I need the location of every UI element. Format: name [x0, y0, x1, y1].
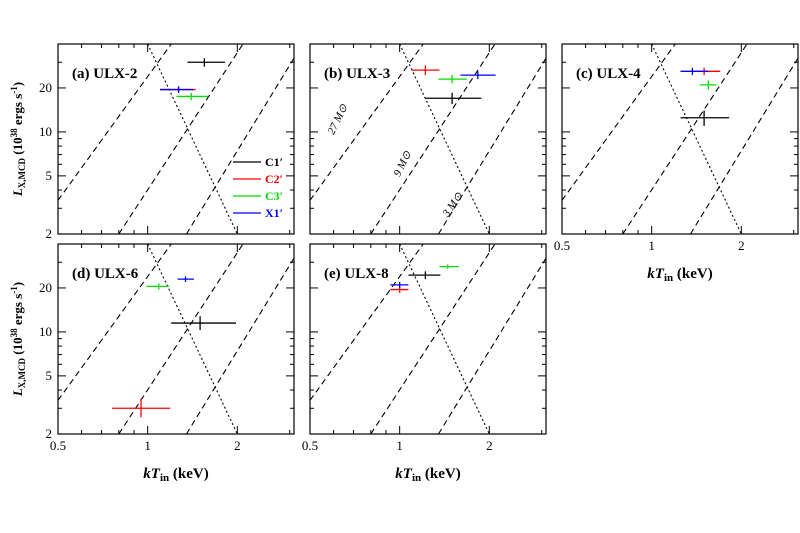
x-axis-label-unit: (keV): [673, 266, 713, 282]
panels-layer: (a) ULX-2 C1′ C2′ C3′ X1′ (b) ULX-3 27 M⊙ 9 M⊙ 3…: [57, 43, 799, 435]
panel: (d) ULX-6: [57, 243, 295, 435]
x-axis-label-main: kT: [143, 466, 161, 482]
y-axis-label-main: L: [10, 188, 25, 197]
mass-line: [438, 57, 546, 234]
panel: (c) ULX-4: [561, 43, 799, 235]
x-axis-label: kTin (keV): [647, 266, 712, 284]
x-axis-label-sub: in: [412, 472, 421, 484]
y-axis-label-exp: 38: [9, 128, 19, 138]
y-axis-label: LX,MCD (1038 ergs s-1): [9, 282, 27, 397]
y-axis-label-sub: X,MCD: [17, 157, 27, 188]
mass-line: [118, 244, 244, 434]
plot-area: [58, 244, 294, 434]
panel-label: (b) ULX-3: [324, 66, 390, 82]
x-tick-label: 1: [648, 238, 655, 253]
legend-label: C3′: [265, 189, 283, 203]
cutoff-line: [147, 44, 238, 234]
x-tick-label: 0.5: [554, 238, 570, 253]
panel-label: (c) ULX-4: [576, 66, 641, 82]
panel-label: (e) ULX-8: [324, 266, 389, 282]
mass-line-label: 9 M⊙: [392, 149, 415, 179]
x-tick-label: 1: [144, 438, 151, 453]
x-tick-label: 0.5: [302, 438, 318, 453]
mass-line: [622, 44, 748, 234]
x-axis-label-main: kT: [395, 466, 413, 482]
y-tick-label: 10: [39, 324, 52, 339]
y-tick-label: 20: [39, 80, 52, 95]
panel: (e) ULX-8: [309, 243, 547, 435]
panel-label: (d) ULX-6: [72, 266, 139, 282]
panel: (b) ULX-3 27 M⊙ 9 M⊙ 3 M⊙: [309, 43, 547, 235]
y-axis-label-tail: ergs s: [10, 94, 25, 129]
x-axis-label-main: kT: [647, 266, 665, 282]
mass-line: [562, 44, 676, 201]
mass-line: [310, 44, 424, 201]
panel: (a) ULX-2 C1′ C2′ C3′ X1′: [57, 43, 295, 235]
y-tick-label: 2: [46, 226, 53, 241]
y-axis-label-main: L: [10, 388, 25, 397]
mass-line: [370, 244, 496, 434]
mass-line: [690, 57, 798, 234]
x-axis-label-sub: in: [160, 472, 169, 484]
x-tick-label: 2: [486, 438, 493, 453]
mass-line: [58, 244, 172, 401]
x-tick-label: 2: [738, 238, 745, 253]
x-axis-label-unit: (keV): [169, 466, 209, 482]
y-axis-label: LX,MCD (1038 ergs s-1): [9, 82, 27, 197]
x-tick-label: 0.5: [50, 438, 66, 453]
x-axis-label: kTin (keV): [143, 466, 208, 484]
legend-label: X1′: [265, 206, 283, 220]
plot-area: [58, 44, 294, 234]
y-axis-label-sub: X,MCD: [17, 357, 27, 388]
mass-line: [310, 244, 424, 401]
x-axis-label-sub: in: [664, 272, 673, 284]
y-tick-label: 5: [46, 168, 53, 183]
y-axis-label-tail-exp: -1: [9, 286, 19, 294]
panel-label: (a) ULX-2: [72, 66, 137, 82]
cutoff-line: [651, 44, 742, 234]
y-tick-label: 2: [46, 426, 53, 441]
y-axis-label-close: ): [10, 282, 25, 286]
mass-line: [118, 44, 244, 234]
plot-area: [310, 44, 546, 234]
y-axis-label-unit: (10: [10, 337, 25, 358]
mass-line-label: 27 M⊙: [325, 102, 350, 137]
y-axis-label-exp: 38: [9, 328, 19, 338]
y-tick-label: 10: [39, 124, 52, 139]
y-tick-label: 5: [46, 368, 53, 383]
cutoff-line: [147, 244, 238, 434]
cutoff-line: [399, 244, 490, 434]
mass-line: [186, 57, 294, 234]
legend-label: C2′: [265, 172, 283, 186]
mass-line: [438, 257, 546, 434]
y-axis-label-unit: (10: [10, 137, 25, 158]
y-axis-label-tail: ergs s: [10, 294, 25, 329]
x-tick-label: 2: [234, 438, 241, 453]
y-tick-label: 20: [39, 280, 52, 295]
mass-line: [186, 257, 294, 434]
mass-line-label: 3 M⊙: [440, 190, 466, 220]
x-axis-label: kTin (keV): [395, 466, 460, 484]
y-axis-label-close: ): [10, 82, 25, 86]
x-axis-label-unit: (keV): [421, 466, 461, 482]
legend-label: C1′: [265, 155, 283, 169]
y-axis-label-tail-exp: -1: [9, 86, 19, 94]
mass-line: [370, 44, 496, 234]
x-tick-label: 1: [396, 438, 403, 453]
plot-area: [310, 244, 546, 434]
plot-area: [562, 44, 798, 234]
mass-line: [58, 44, 172, 201]
cutoff-line: [399, 44, 490, 234]
